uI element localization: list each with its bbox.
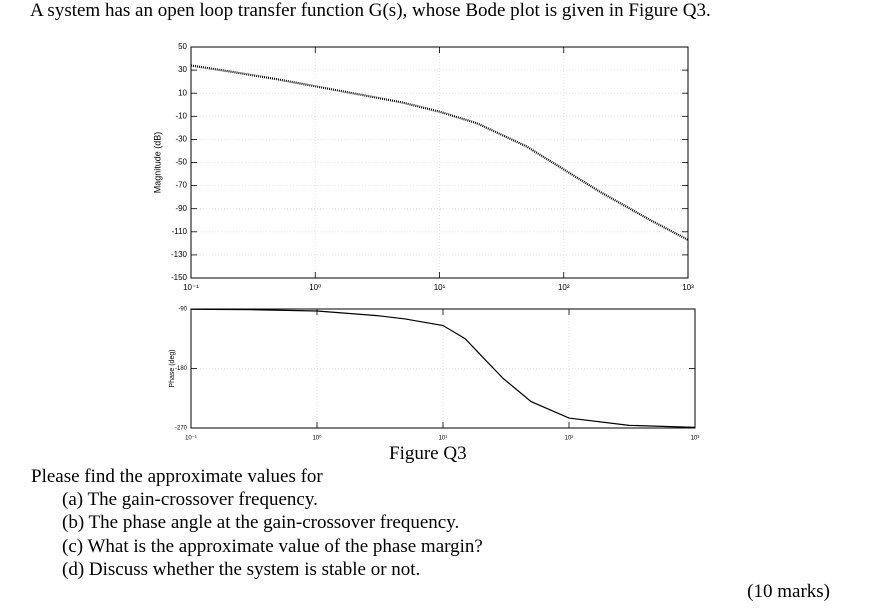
item: (c) What is the approximate value of the… xyxy=(62,536,483,557)
item: (d) Discuss whether the system is stable… xyxy=(62,559,421,580)
y-tick-label: -270 xyxy=(175,426,188,432)
x-tick-label: 10⁻¹ xyxy=(185,436,197,442)
plot-frame xyxy=(190,308,696,429)
caption: Figure Q3 xyxy=(389,443,467,464)
data-line xyxy=(190,308,696,428)
y-tick-label: -150 xyxy=(171,273,188,282)
x-tick-label: 10³ xyxy=(691,436,700,442)
data-line xyxy=(190,64,689,241)
x-tick-label: 10⁰ xyxy=(309,283,321,292)
y-tick-label: 30 xyxy=(178,65,187,74)
x-tick-label: 10² xyxy=(558,283,570,292)
x-tick-label: 10⁻¹ xyxy=(183,283,199,292)
y-tick-label: -90 xyxy=(178,307,187,313)
y-axis-label: Magnitude (dB) xyxy=(152,132,162,194)
x-tick-label: 10¹ xyxy=(434,283,446,292)
y-tick-label: -90 xyxy=(175,204,187,213)
item: (b) The phase angle at the gain-crossove… xyxy=(62,512,460,533)
x-tick-label: 10³ xyxy=(682,283,694,292)
y-axis-label: Phase (deg) xyxy=(169,349,176,387)
item: (a) The gain-crossover frequency. xyxy=(62,489,318,510)
plot-frame xyxy=(190,46,689,279)
y-tick-label: -110 xyxy=(172,227,188,236)
y-tick-label: -30 xyxy=(175,135,187,144)
y-tick-label: 10 xyxy=(178,88,187,97)
y-tick-label: -130 xyxy=(171,250,188,259)
x-tick-label: 10⁰ xyxy=(312,435,322,442)
y-tick-label: -50 xyxy=(175,158,187,167)
x-tick-label: 10¹ xyxy=(439,436,448,442)
marks: (10 marks) xyxy=(747,581,830,602)
y-tick-label: -180 xyxy=(175,366,188,372)
y-tick-label: -10 xyxy=(175,111,187,120)
y-tick-label: -70 xyxy=(175,181,187,190)
prompt: Please find the approximate values for xyxy=(31,466,323,487)
y-tick-label: 50 xyxy=(178,42,187,51)
question: A system has an open loop transfer funct… xyxy=(30,0,711,21)
x-tick-label: 10² xyxy=(565,436,574,442)
